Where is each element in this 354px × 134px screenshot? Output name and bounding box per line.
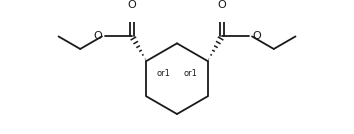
Text: O: O: [128, 0, 137, 10]
Text: O: O: [93, 31, 102, 41]
Text: or1: or1: [157, 69, 171, 78]
Text: O: O: [252, 31, 261, 41]
Text: or1: or1: [183, 69, 197, 78]
Text: O: O: [217, 0, 226, 10]
